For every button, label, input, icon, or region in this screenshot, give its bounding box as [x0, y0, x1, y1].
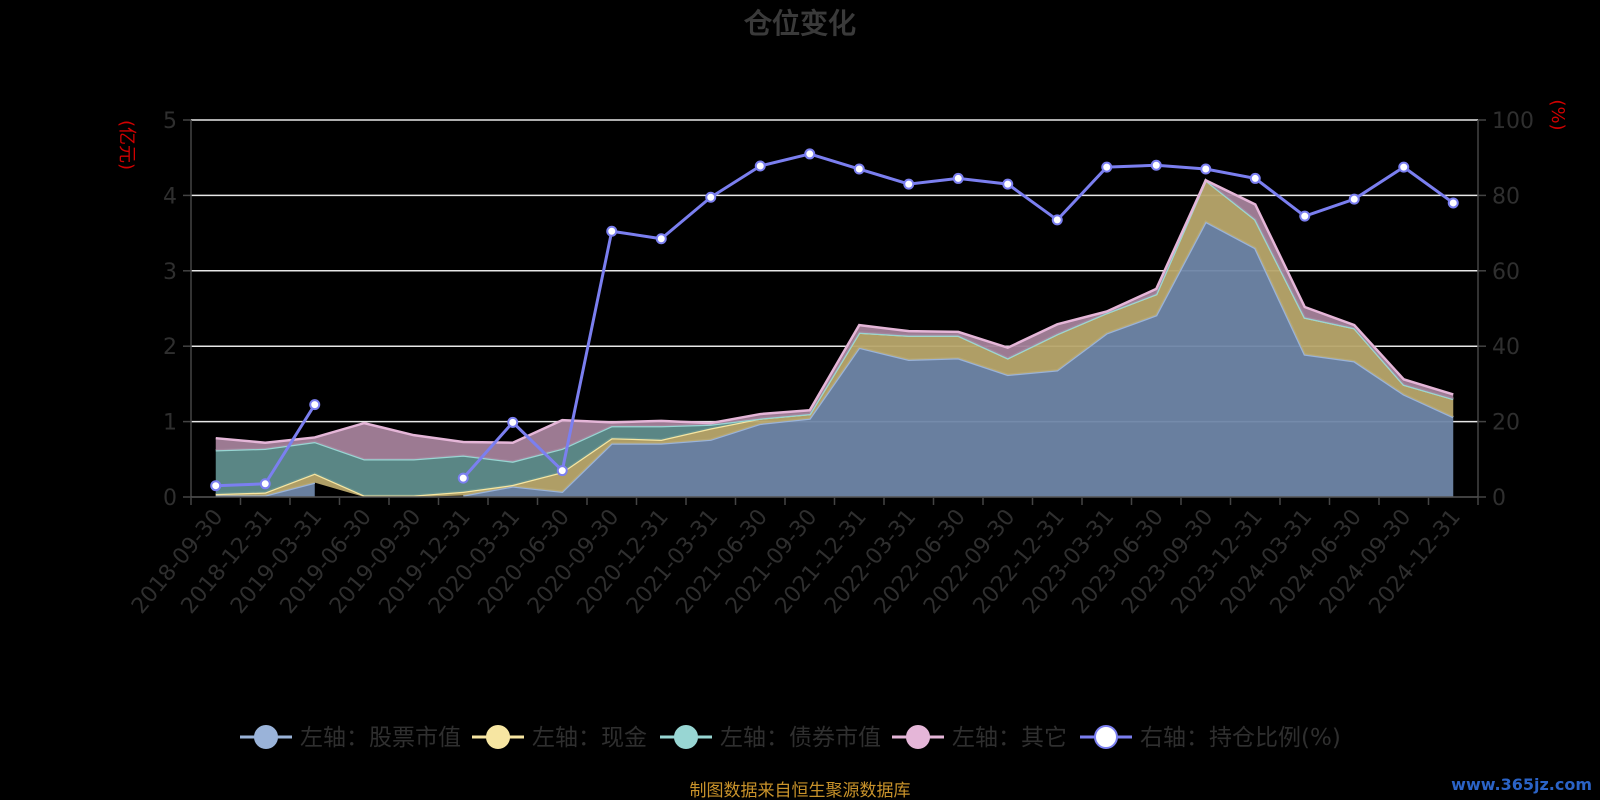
legend-label: 左轴：债券市值 — [720, 725, 881, 751]
ratio-point[interactable] — [655, 233, 667, 245]
area-edge-左轴：其它 — [215, 178, 1454, 444]
chart-title: 仓位变化 — [744, 7, 856, 40]
legend-label: 左轴：其它 — [952, 725, 1067, 751]
ratio-point[interactable] — [754, 160, 766, 172]
ratio-point[interactable] — [903, 178, 915, 190]
ratio-point[interactable] — [1447, 197, 1459, 209]
right-axis-tick-label: 100 — [1492, 109, 1534, 134]
left-axis-tick-label: 2 — [163, 335, 177, 360]
ratio-point[interactable] — [1200, 163, 1212, 175]
ratio-point[interactable] — [1299, 210, 1311, 222]
right-axis-tick-label: 60 — [1492, 260, 1520, 285]
area-左轴：股票市值 — [215, 482, 315, 497]
legend-item[interactable]: 右轴：持仓比例(%) — [1080, 725, 1341, 751]
ratio-point[interactable] — [259, 478, 271, 490]
stacked-areas — [215, 178, 1454, 498]
legend-marker — [486, 725, 510, 749]
left-axis-tick-label: 1 — [163, 411, 177, 436]
ratio-point[interactable] — [1051, 214, 1063, 226]
legend-item[interactable]: 左轴：现金 — [472, 725, 647, 751]
ratio-point[interactable] — [1150, 159, 1162, 171]
ratio-point[interactable] — [210, 480, 222, 492]
legend-item[interactable]: 左轴：债券市值 — [660, 725, 881, 751]
legend-marker — [1094, 725, 1118, 749]
left-axis-unit: (亿元) — [116, 120, 137, 170]
ratio-point[interactable] — [853, 163, 865, 175]
left-axis-tick-label: 4 — [163, 184, 177, 209]
left-axis-tick-label: 5 — [163, 109, 177, 134]
ratio-point[interactable] — [1002, 178, 1014, 190]
ratio-point[interactable] — [606, 225, 618, 237]
legend-item[interactable]: 左轴：股票市值 — [240, 725, 461, 751]
area-左轴：其它 — [215, 180, 1454, 462]
legend-marker — [674, 725, 698, 749]
ratio-point[interactable] — [457, 472, 469, 484]
ratio-point[interactable] — [1249, 172, 1261, 184]
source-note: 制图数据来自恒生聚源数据库 — [690, 781, 911, 800]
legend-label: 左轴：现金 — [532, 725, 647, 751]
right-axis-tick-label: 0 — [1492, 486, 1506, 511]
right-axis-unit: (%) — [1547, 99, 1568, 130]
legend[interactable]: 左轴：股票市值 左轴：现金 左轴：债券市值 左轴：其它 右轴：持仓比例(%) — [240, 725, 1341, 751]
ratio-point[interactable] — [309, 399, 321, 411]
ratio-point[interactable] — [1348, 193, 1360, 205]
ratio-point[interactable] — [556, 465, 568, 477]
legend-marker — [254, 725, 278, 749]
position-ratio-line — [210, 148, 1459, 492]
legend-marker — [906, 725, 930, 749]
right-axis-tick-label: 20 — [1492, 411, 1520, 436]
ratio-point[interactable] — [1101, 161, 1113, 173]
ratio-point[interactable] — [507, 416, 519, 428]
area-左轴：债券市值 — [215, 180, 1454, 496]
legend-item[interactable]: 左轴：其它 — [892, 725, 1067, 751]
legend-label: 左轴：股票市值 — [300, 725, 461, 751]
legend-label: 右轴：持仓比例(%) — [1140, 725, 1341, 751]
left-axis-tick-label: 0 — [163, 486, 177, 511]
ratio-point[interactable] — [705, 191, 717, 203]
left-axis-tick-label: 3 — [163, 260, 177, 285]
right-axis-tick-label: 40 — [1492, 335, 1520, 360]
right-axis-tick-label: 80 — [1492, 184, 1520, 209]
ratio-point[interactable] — [1398, 161, 1410, 173]
ratio-point[interactable] — [804, 148, 816, 160]
ratio-point[interactable] — [952, 172, 964, 184]
watermark: www.365jz.com — [1451, 775, 1592, 794]
